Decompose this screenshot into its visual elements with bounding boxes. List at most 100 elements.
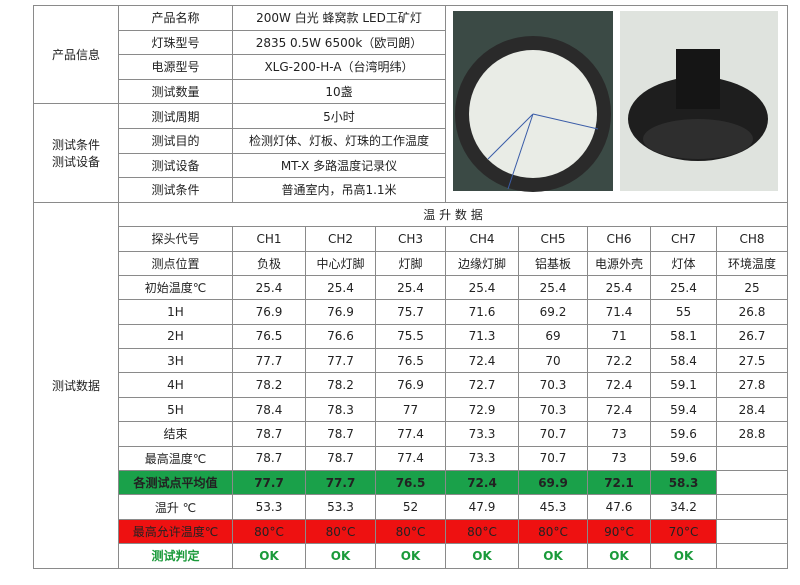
- cell: 灯体: [650, 250, 717, 276]
- empty-cell: [716, 494, 788, 520]
- row-label: 最高允许温度℃: [118, 518, 233, 545]
- data-row: 1H 76.9 76.9 75.7 71.6 69.2 71.4 55 26.8: [34, 299, 788, 325]
- cell: 72.7: [445, 372, 519, 398]
- cell: 负极: [232, 250, 306, 276]
- cell: 72.4: [445, 470, 519, 496]
- data-row: 探头代号 CH1 CH2 CH3 CH4 CH5 CH6 CH7 CH8: [34, 226, 788, 252]
- cell: 72.9: [445, 396, 519, 423]
- cell: CH5: [518, 226, 588, 252]
- cell: OK: [587, 543, 651, 569]
- cell: 69.9: [518, 470, 588, 496]
- cell: 70°C: [650, 518, 717, 545]
- data-title-row: 测试数据温 升 数 据: [33, 201, 788, 569]
- row-label: 结束: [118, 421, 233, 447]
- cell: 27.8: [716, 372, 788, 398]
- info-row: 测试条件 测试设备 测试周期 5小时: [33, 103, 788, 203]
- cell: 80°C: [518, 518, 588, 545]
- cell: 28.4: [716, 396, 788, 423]
- cell: OK: [375, 543, 446, 569]
- info-row: 灯珠型号 2835 0.5W 6500k（欧司朗）: [34, 29, 788, 56]
- cell: 25.4: [232, 274, 306, 301]
- cell: 76.9: [232, 299, 306, 325]
- row-label: 2H: [118, 323, 233, 350]
- cell: CH1: [232, 226, 306, 252]
- info-row: 测试目的 检测灯体、灯板、灯珠的工作温度: [34, 127, 788, 154]
- row-label: 探头代号: [118, 226, 233, 252]
- cell: 26.7: [716, 323, 788, 350]
- cell: 52: [375, 494, 446, 520]
- cell: 25.4: [305, 274, 376, 301]
- section-label-line: 测试条件: [51, 138, 100, 153]
- cell: OK: [518, 543, 588, 569]
- field-value: 普通室内，吊高1.1米: [232, 177, 446, 203]
- row-label: 1H: [118, 299, 233, 325]
- cell: 环境温度: [716, 250, 788, 276]
- cell: 71: [587, 323, 651, 350]
- photo-side: [620, 11, 778, 192]
- data-row: 测点位置 负极 中心灯脚 灯脚 边缘灯脚 铝基板 电源外壳 灯体 环境温度: [34, 250, 788, 276]
- field-value: 10盏: [232, 78, 446, 105]
- photo-cell: [445, 5, 788, 203]
- empty-cell: [716, 470, 788, 496]
- cell: 55: [650, 299, 717, 325]
- info-row: 产品信息 产品名称 200W 白光 蜂窝款 LED工矿灯: [33, 4, 788, 203]
- data-row: 4H 78.2 78.2 76.9 72.7 70.3 72.4 59.1 27.8: [34, 372, 788, 398]
- data-row: 初始温度℃ 25.4 25.4 25.4 25.4 25.4 25.4 25.4 25: [34, 274, 788, 301]
- data-row: 5H 78.4 78.3 77 72.9 70.3 72.4 59.4 28.4: [34, 396, 788, 423]
- empty-cell: [716, 518, 788, 545]
- field-label: 测试目的: [118, 127, 233, 154]
- data-row: 3H 77.7 77.7 76.5 72.4 70 72.2 58.4 27.5: [34, 348, 788, 374]
- cell: 53.3: [232, 494, 306, 520]
- field-label: 电源型号: [118, 54, 233, 80]
- cell: 58.3: [650, 470, 717, 496]
- cell: 75.5: [375, 323, 446, 350]
- cell: 78.2: [305, 372, 376, 398]
- cell: 59.6: [650, 445, 717, 472]
- cell: 47.9: [445, 494, 519, 520]
- field-label: 测试数量: [118, 78, 233, 105]
- cell: 58.4: [650, 348, 717, 374]
- field-value: 200W 白光 蜂窝款 LED工矿灯: [232, 5, 446, 31]
- row-label: 3H: [118, 348, 233, 374]
- cell: 80°C: [445, 518, 519, 545]
- cell: 78.4: [232, 396, 306, 423]
- cell: 72.2: [587, 348, 651, 374]
- empty-cell: [716, 445, 788, 472]
- cell: 72.4: [587, 372, 651, 398]
- report-table: 产品信息 产品名称 200W 白光 蜂窝款 LED工矿灯 灯珠型号 2835 0.5W…: [33, 4, 788, 569]
- cell: 25.4: [650, 274, 717, 301]
- cell: 25.4: [445, 274, 519, 301]
- table-body: 产品信息 产品名称 200W 白光 蜂窝款 LED工矿灯 灯珠型号 2835 0.5W…: [33, 4, 788, 569]
- cell: 69: [518, 323, 588, 350]
- field-label: 产品名称: [118, 5, 233, 31]
- cell: 70.3: [518, 372, 588, 398]
- cell: 70.7: [518, 421, 588, 447]
- info-row: 测试设备 MT-X 多路温度记录仪: [34, 152, 788, 179]
- cell: 72.4: [445, 348, 519, 374]
- cell: 77.4: [375, 445, 446, 472]
- cell: 80°C: [232, 518, 306, 545]
- cell: 90°C: [587, 518, 651, 545]
- cell: 76.5: [375, 348, 446, 374]
- field-label: 测试周期: [118, 103, 233, 129]
- cell: CH6: [587, 226, 651, 252]
- section-label: 测试数据: [33, 201, 119, 569]
- cell: 边缘灯脚: [445, 250, 519, 276]
- cell: 47.6: [587, 494, 651, 520]
- cell: OK: [232, 543, 306, 569]
- cell: 电源外壳: [587, 250, 651, 276]
- cell: 78.3: [305, 396, 376, 423]
- row-label: 最高温度℃: [118, 445, 233, 472]
- cell: OK: [445, 543, 519, 569]
- info-row: 测试条件 普通室内，吊高1.1米: [34, 177, 788, 203]
- cell: 78.2: [232, 372, 306, 398]
- cell: 77.4: [375, 421, 446, 447]
- data-row: 最高允许温度℃ 80°C 80°C 80°C 80°C 80°C 90°C 70°C: [34, 518, 788, 545]
- cell: 53.3: [305, 494, 376, 520]
- row-label: 温升 ℃: [118, 494, 233, 520]
- cell: 70: [518, 348, 588, 374]
- cell: 71.6: [445, 299, 519, 325]
- cell: 70.3: [518, 396, 588, 423]
- cell: 26.8: [716, 299, 788, 325]
